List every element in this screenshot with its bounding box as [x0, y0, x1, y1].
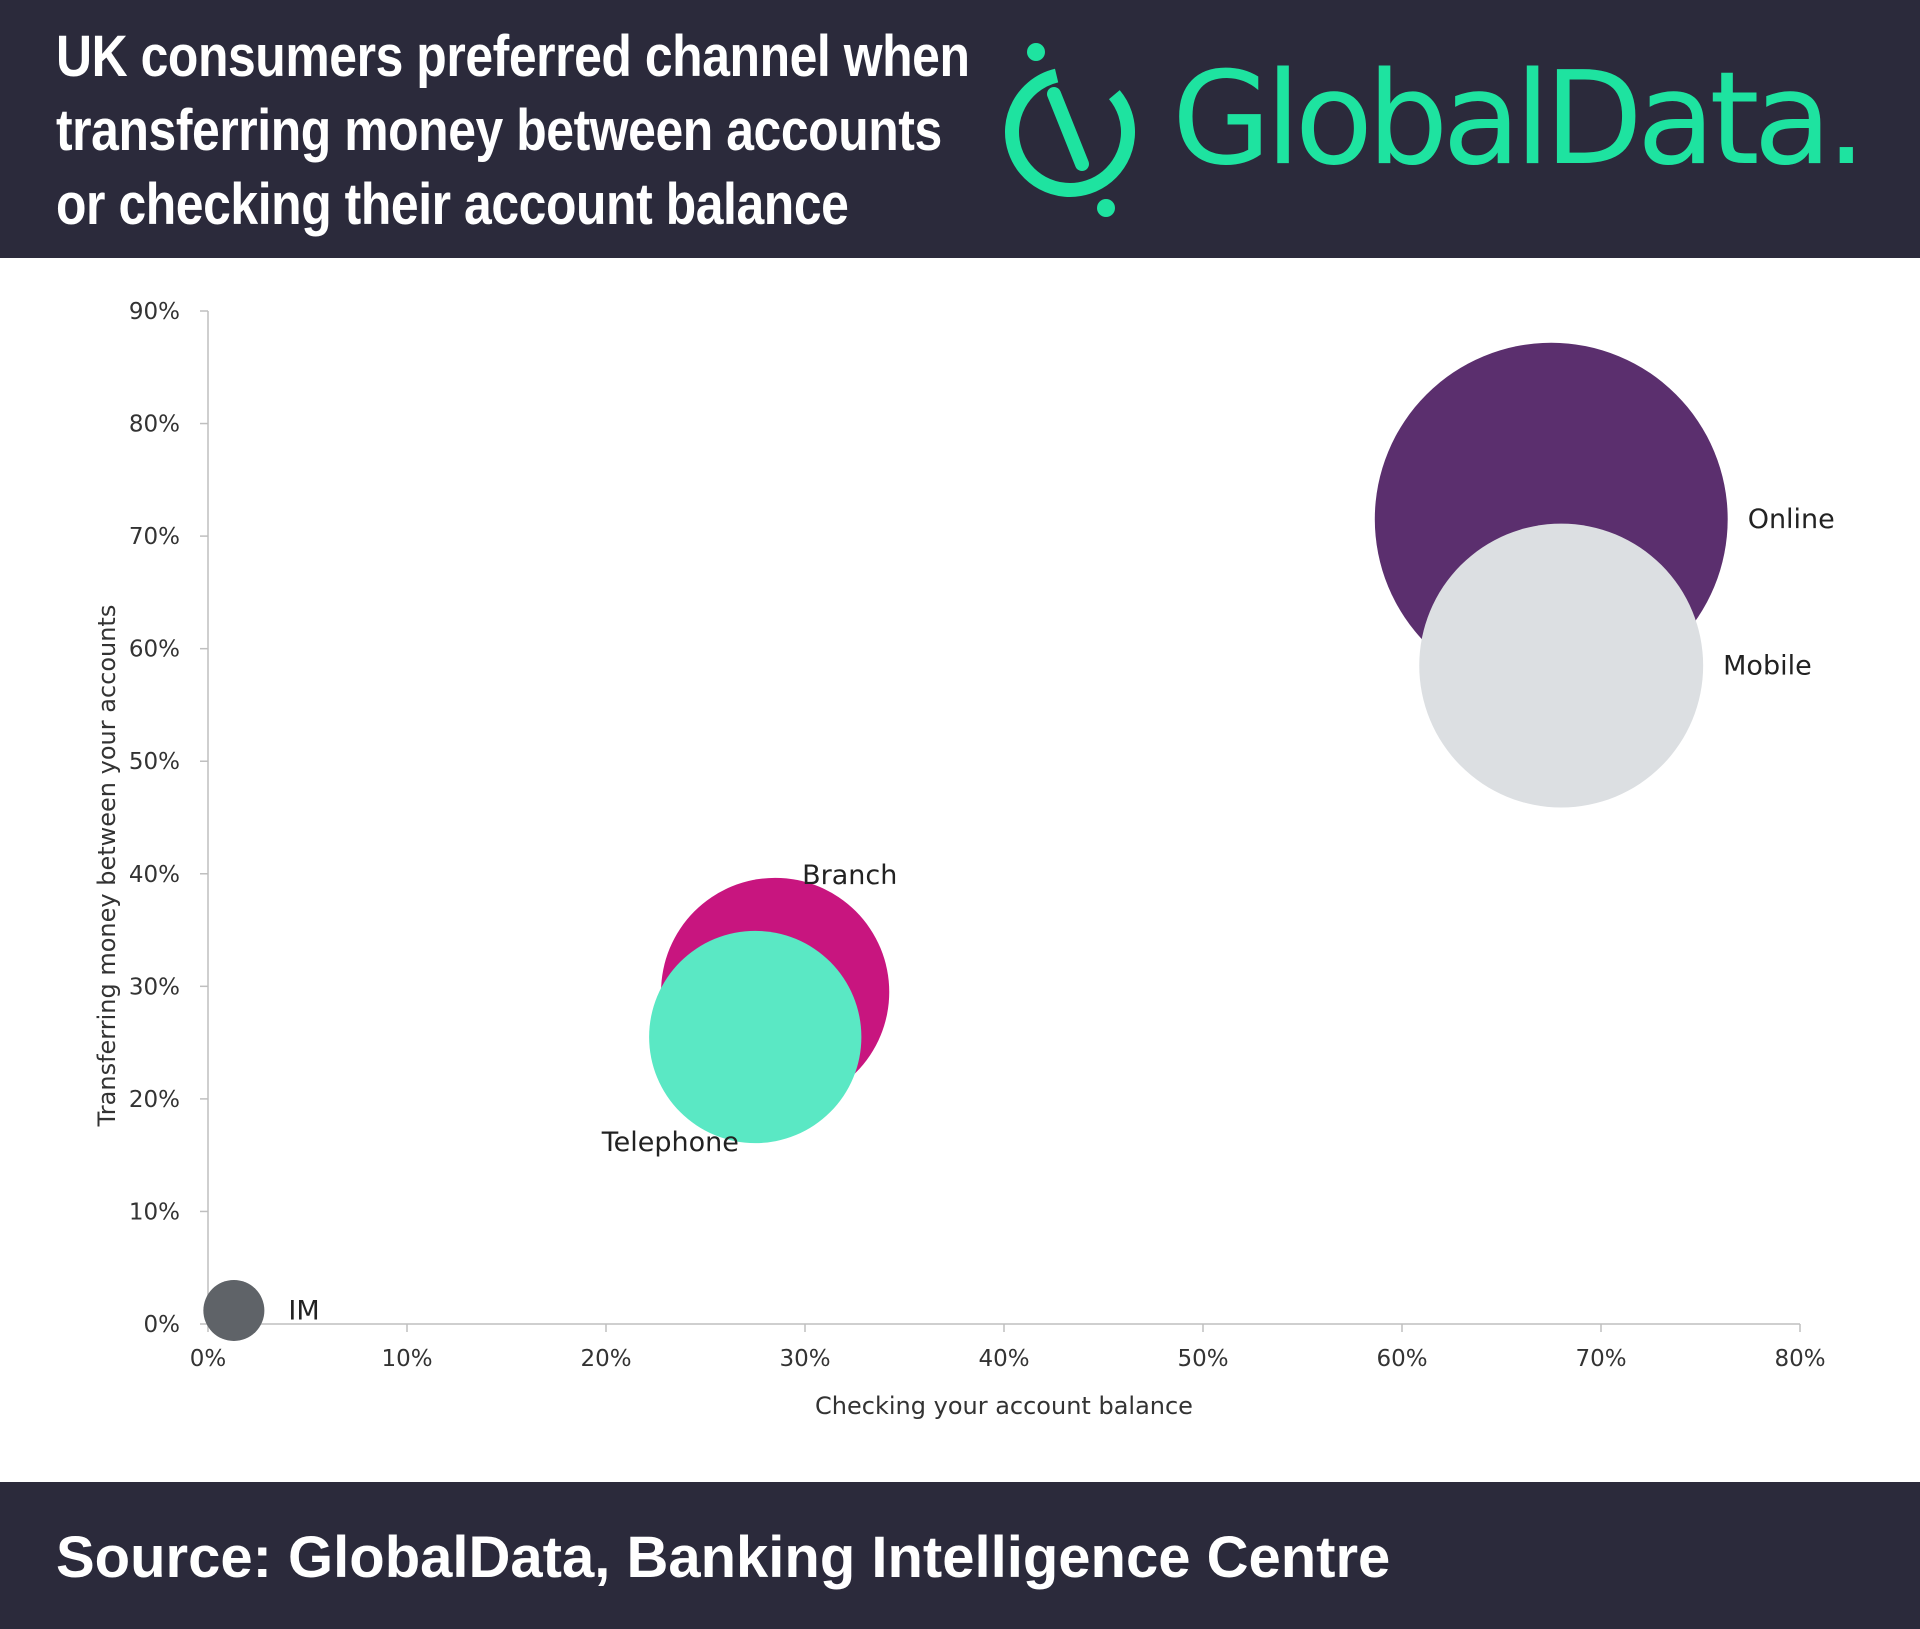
y-tick-label: 90% — [129, 299, 180, 325]
bubble-label-branch: Branch — [802, 860, 897, 891]
title-line-2: transferring money between accounts — [56, 98, 942, 163]
bubble-telephone — [649, 930, 862, 1144]
x-tick-label: 80% — [1774, 1346, 1825, 1372]
source-note: Source: GlobalData, Banking Intelligence… — [56, 1525, 1391, 1590]
header-banner: UK consumers preferred channel when tran… — [0, 0, 1920, 258]
y-tick-label: 30% — [129, 974, 180, 1000]
y-tick-label: 10% — [129, 1199, 180, 1225]
bubble-label-telephone: Telephone — [601, 1127, 739, 1158]
logo-wordmark: GlobalData. — [1172, 45, 1867, 194]
y-tick-label: 40% — [129, 862, 180, 888]
y-tick-label: 60% — [129, 637, 180, 663]
x-tick-label: 10% — [381, 1346, 432, 1372]
bubble-mobile — [1419, 523, 1704, 808]
title-line-3: or checking their account balance — [56, 172, 849, 237]
x-tick-label: 70% — [1575, 1346, 1626, 1372]
x-tick-label: 30% — [779, 1346, 830, 1372]
y-tick-label: 80% — [129, 412, 180, 438]
x-tick-label: 50% — [1177, 1346, 1228, 1372]
y-tick-label: 20% — [129, 1087, 180, 1113]
bubble-label-im: IM — [288, 1295, 319, 1326]
globaldata-logo-icon — [1005, 43, 1135, 217]
y-tick-label: 70% — [129, 524, 180, 550]
bubble-chart: 0% 10% 20% 30% 40% 50% 60% 70% 80% 90% 0% 10% 20% 30%… — [93, 299, 1835, 1420]
y-tick-label: 0% — [144, 1312, 181, 1338]
x-tick-label: 0% — [190, 1346, 227, 1372]
page-title: UK consumers preferred channel when tran… — [56, 20, 970, 242]
x-axis-title: Checking your account balance — [815, 1392, 1193, 1420]
x-tick-label: 20% — [580, 1346, 631, 1372]
bubble-im — [203, 1279, 265, 1342]
x-tick-label: 60% — [1376, 1346, 1427, 1372]
bubble-label-online: Online — [1748, 504, 1835, 535]
x-tick-label: 40% — [978, 1346, 1029, 1372]
y-tick-label: 50% — [129, 749, 180, 775]
title-line-1: UK consumers preferred channel when — [56, 24, 970, 89]
footer-banner: Source: GlobalData, Banking Intelligence… — [0, 1482, 1920, 1629]
bubble-label-mobile: Mobile — [1723, 651, 1812, 682]
y-axis-title: Transferring money between your accounts — [93, 605, 121, 1128]
